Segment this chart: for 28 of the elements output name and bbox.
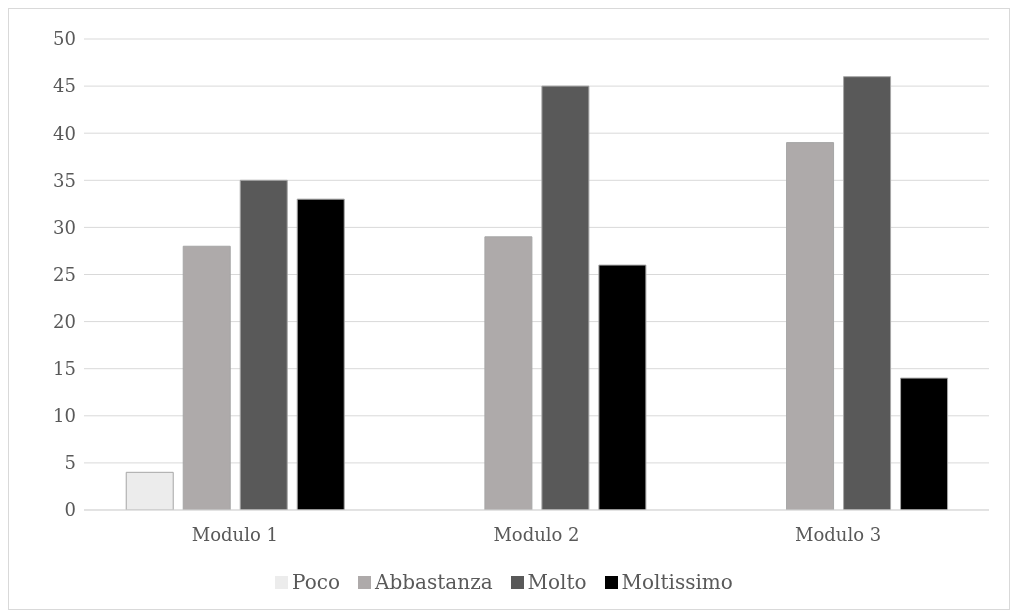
x-tick-label: Modulo 2 xyxy=(493,523,580,545)
bar xyxy=(541,85,590,510)
bar xyxy=(843,76,892,510)
x-tick-label: Modulo 3 xyxy=(795,523,882,545)
y-tick-label: 45 xyxy=(53,75,76,97)
bar xyxy=(125,471,174,510)
y-tick-label: 30 xyxy=(53,216,76,238)
y-tick-label: 40 xyxy=(53,122,76,144)
bar xyxy=(484,236,533,510)
legend-label: Abbastanza xyxy=(375,570,493,594)
legend-label: Poco xyxy=(292,570,341,594)
y-tick-label: 0 xyxy=(64,499,76,521)
y-tick-label: 10 xyxy=(53,405,76,427)
legend-label: Molto xyxy=(527,570,587,594)
bar xyxy=(296,198,345,510)
y-tick-label: 5 xyxy=(64,452,76,474)
y-tick-label: 50 xyxy=(53,28,76,50)
legend-label: Moltissimo xyxy=(621,570,733,594)
bar xyxy=(598,264,647,510)
bar xyxy=(786,142,835,510)
y-tick-label: 35 xyxy=(53,169,76,191)
bar xyxy=(182,245,231,510)
bar xyxy=(900,377,949,510)
y-tick-label: 25 xyxy=(53,263,76,285)
y-tick-label: 20 xyxy=(53,310,76,332)
x-tick-label: Modulo 1 xyxy=(191,523,278,545)
bar xyxy=(239,179,288,510)
y-tick-label: 15 xyxy=(53,358,76,380)
